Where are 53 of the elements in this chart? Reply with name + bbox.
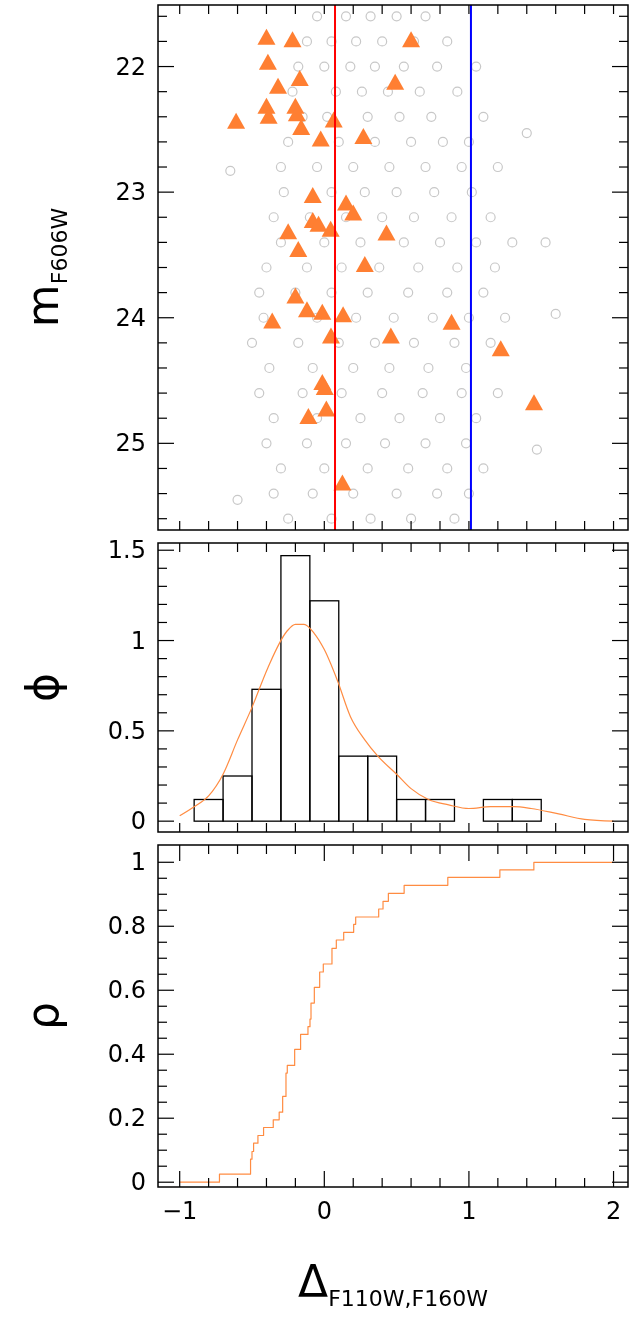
y-tick-label: 0.2 bbox=[107, 1104, 146, 1133]
y-tick-label: 24 bbox=[115, 303, 146, 332]
x-tick-label: 0 bbox=[316, 1197, 332, 1225]
point bbox=[227, 112, 246, 129]
point bbox=[313, 303, 332, 320]
x-tick-label: 1 bbox=[461, 1197, 477, 1225]
point bbox=[286, 287, 305, 304]
point bbox=[377, 224, 396, 241]
point bbox=[303, 186, 322, 203]
point bbox=[297, 301, 316, 318]
x-tick-label: −1 bbox=[162, 1197, 198, 1225]
point bbox=[263, 312, 282, 329]
point bbox=[290, 70, 309, 87]
y-tick-label: 0.5 bbox=[107, 716, 146, 745]
line-series bbox=[179, 623, 615, 822]
y-tick-label: 1 bbox=[130, 626, 146, 655]
y-tick-label: 0 bbox=[130, 807, 146, 836]
point bbox=[525, 394, 543, 411]
y-tick-label: 0.4 bbox=[107, 1040, 146, 1069]
point bbox=[354, 127, 373, 144]
point bbox=[283, 31, 302, 48]
point bbox=[386, 73, 405, 90]
point bbox=[279, 223, 298, 240]
point bbox=[292, 119, 311, 136]
y-tick-label: 1 bbox=[130, 848, 146, 877]
y-axis-title: ρ bbox=[17, 1002, 68, 1030]
y-tick-label: 22 bbox=[115, 52, 146, 81]
point bbox=[334, 306, 353, 323]
point bbox=[289, 240, 308, 257]
y-axis-title: ϕ bbox=[17, 672, 68, 703]
point bbox=[442, 313, 461, 330]
point bbox=[491, 340, 510, 357]
x-axis-title: Δ$_{F110W,F160W}$ bbox=[298, 1256, 489, 1311]
point bbox=[333, 474, 352, 491]
point bbox=[311, 130, 330, 147]
point bbox=[299, 407, 318, 424]
x-tick-label: 2 bbox=[605, 1197, 622, 1225]
y-tick-label: 1.5 bbox=[107, 536, 146, 565]
point bbox=[344, 204, 363, 221]
point bbox=[309, 215, 328, 232]
y-tick-label: 0 bbox=[130, 1168, 146, 1197]
point bbox=[257, 28, 276, 45]
point bbox=[381, 327, 400, 344]
y-tick-label: 0.8 bbox=[107, 912, 146, 941]
y-tick-label: 0.6 bbox=[107, 976, 146, 1005]
point bbox=[402, 31, 421, 48]
point bbox=[258, 53, 277, 70]
y-tick-label: 23 bbox=[115, 178, 146, 207]
y-tick-label: 25 bbox=[115, 429, 146, 458]
point bbox=[315, 379, 334, 396]
point bbox=[317, 400, 336, 417]
point bbox=[355, 255, 374, 272]
point bbox=[269, 77, 288, 94]
